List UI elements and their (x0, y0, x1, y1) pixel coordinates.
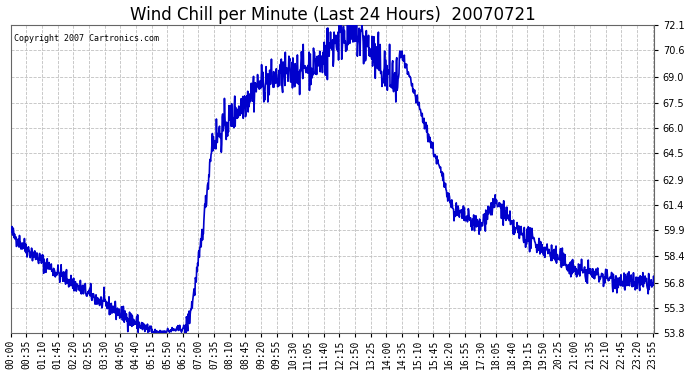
Title: Wind Chill per Minute (Last 24 Hours)  20070721: Wind Chill per Minute (Last 24 Hours) 20… (130, 6, 535, 24)
Text: Copyright 2007 Cartronics.com: Copyright 2007 Cartronics.com (14, 34, 159, 44)
